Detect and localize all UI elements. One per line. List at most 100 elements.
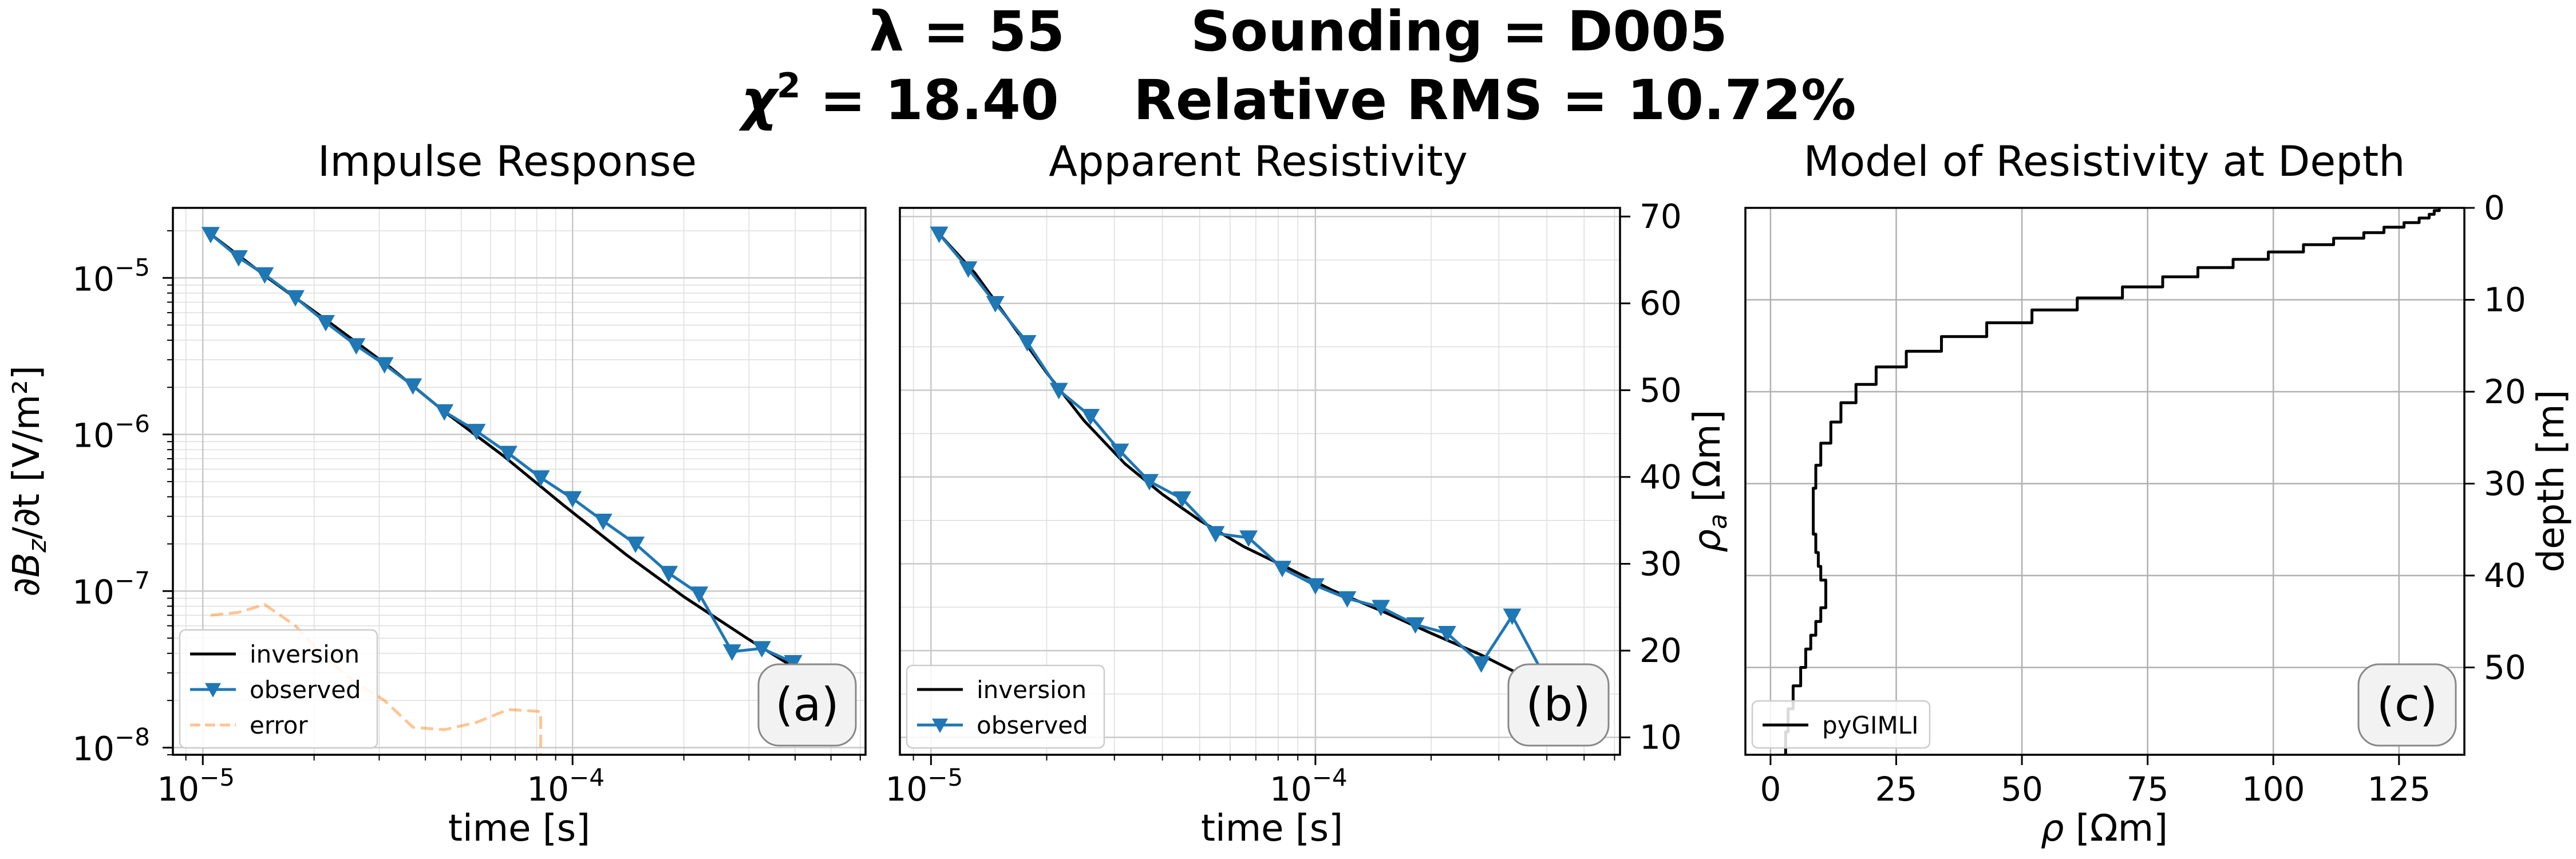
panel-a-annotation: (a) — [757, 663, 857, 747]
series-error — [210, 603, 542, 755]
legend-box — [179, 629, 378, 749]
observed-marker — [1306, 578, 1325, 595]
panel-c-annotation: (c) — [2357, 663, 2457, 747]
panel-b-frame — [899, 207, 1621, 756]
observed-marker — [255, 267, 274, 284]
relative-rms-label: Relative RMS = 10.72% — [1133, 68, 1856, 132]
panel-b-ticks: 10−5 10−4 10 20 30 40 50 60 70 — [885, 197, 1681, 809]
x-tick-label: 100 — [2242, 770, 2305, 809]
panel-a-ticks: 10−5 10−4 10−8 10−7 10−6 10−5 — [72, 230, 861, 809]
observed-marker — [1172, 491, 1191, 508]
observed-marker — [404, 378, 422, 395]
series-observed — [938, 233, 1595, 730]
panel-a-grid — [173, 208, 866, 755]
x-tick-label: 10−4 — [1270, 763, 1348, 809]
x-tick-label: 75 — [2127, 770, 2169, 809]
observed-marker — [959, 261, 978, 278]
panel-c-title: Model of Resistivity at Depth — [1804, 137, 2405, 186]
observed-marker — [1140, 474, 1159, 491]
panel-c-xlabel: ρ [Ωm] — [2041, 807, 2168, 850]
observed-marker — [499, 446, 517, 463]
x-tick-label: 10−4 — [527, 763, 605, 809]
observed-marker — [752, 641, 771, 658]
panel-c-frame — [1744, 207, 2466, 756]
lambda-label: λ = 55 — [869, 0, 1065, 64]
observed-marker — [1018, 335, 1037, 352]
panel-b-ylabel: ρa [Ωm] — [1686, 409, 1733, 552]
observed-marker — [316, 315, 335, 332]
observed-marker — [1081, 409, 1100, 425]
figure-title: λ = 55 Sounding = D005 χ2 = 18.40 Relati… — [738, 0, 1856, 132]
observed-marker — [229, 250, 248, 267]
observed-marker — [659, 566, 678, 582]
y-tick-label: 30 — [2484, 464, 2526, 503]
sounding-label: Sounding = D005 — [1191, 0, 1728, 64]
legend-label: inversion — [977, 676, 1086, 704]
chi-squared-label: χ2 = 18.40 — [738, 66, 1059, 132]
y-tick-label: 10 — [1639, 718, 1682, 757]
y-tick-label: 50 — [1639, 371, 1682, 409]
panel-c-ticks: 0 25 50 75 100 125 0 10 20 30 40 50 — [1760, 188, 2526, 809]
y-tick-label: 10−8 — [72, 723, 150, 768]
observed-marker — [626, 536, 645, 553]
legend-label: pyGIMLI — [1822, 711, 1918, 739]
svg-text:(a): (a) — [775, 678, 839, 731]
x-tick-label: 10−5 — [885, 763, 963, 809]
observed-marker — [1206, 526, 1225, 543]
observed-marker — [986, 295, 1005, 313]
panel-b-legend: inversion observed — [906, 664, 1105, 749]
y-tick-label: 50 — [2484, 648, 2526, 687]
observed-marker — [1472, 656, 1491, 673]
y-tick-label: 10 — [2484, 281, 2526, 320]
y-tick-label: 20 — [2484, 372, 2526, 411]
panel-a-data — [201, 227, 850, 755]
resistivity-depth-panel: Model of Resistivity at Depth 0 25 50 75 100… — [1744, 137, 2573, 850]
legend-label: error — [250, 711, 308, 739]
legend-box — [906, 664, 1105, 749]
y-tick-label: 20 — [1639, 631, 1682, 670]
legend-box — [1751, 700, 1931, 749]
panel-c-grid — [1745, 208, 2464, 755]
svg-text:(b): (b) — [1526, 678, 1590, 731]
observed-marker — [1437, 625, 1456, 643]
x-tick-label: 10−5 — [157, 763, 235, 809]
observed-marker — [1239, 530, 1258, 547]
panel-a-xlabel: time [s] — [448, 807, 590, 850]
legend-label: inversion — [250, 640, 359, 668]
x-tick-label: 25 — [1875, 770, 1918, 809]
legend-label: observed — [250, 676, 361, 704]
observed-marker — [286, 290, 305, 307]
observed-marker — [1372, 600, 1390, 617]
observed-marker — [1406, 617, 1425, 634]
panel-c-legend: pyGIMLI — [1751, 700, 1931, 749]
svg-text:(c): (c) — [2377, 678, 2437, 731]
observed-marker — [1338, 591, 1357, 608]
series-observed — [210, 233, 841, 694]
panel-a-title: Impulse Response — [318, 137, 697, 186]
x-tick-label: 125 — [2367, 770, 2431, 809]
panel-b-annotation: (b) — [1507, 663, 1610, 747]
observed-marker — [930, 226, 949, 243]
legend-label: observed — [977, 711, 1088, 739]
panel-a-legend: inversion observed error — [179, 629, 378, 749]
y-tick-label: 10−7 — [72, 566, 150, 612]
observed-marker — [1111, 443, 1129, 460]
observed-marker — [1273, 561, 1292, 578]
observed-marker — [1049, 383, 1068, 400]
observed-marker — [784, 655, 803, 672]
observed-marker — [594, 514, 613, 530]
x-tick-label: 0 — [1760, 770, 1781, 809]
series-pyGIMLI — [1784, 208, 2441, 755]
observed-marker — [201, 227, 220, 244]
observed-marker — [347, 338, 366, 355]
panel-c-data — [1784, 208, 2441, 755]
observed-marker — [467, 424, 486, 440]
observed-marker — [690, 586, 709, 603]
y-tick-label: 60 — [1639, 284, 1682, 323]
observed-marker — [563, 491, 582, 508]
y-tick-label: 10−6 — [72, 410, 150, 455]
observed-marker — [722, 644, 741, 661]
observed-marker — [531, 470, 550, 487]
panel-b-xlabel: time [s] — [1201, 807, 1343, 850]
